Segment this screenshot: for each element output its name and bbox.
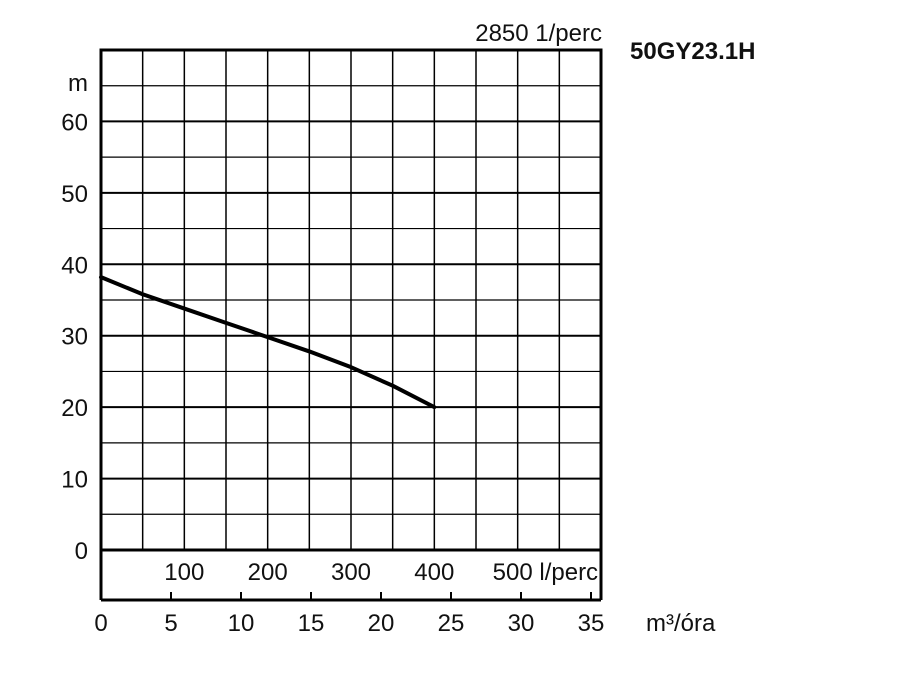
y-tick-label: 0 <box>75 538 88 565</box>
x-tick-labels-lperc: 100 200 300 400 500 l/perc <box>164 559 598 586</box>
x-tick-label-m3h: 10 <box>228 610 255 637</box>
x-axis-unit-label: m³/óra <box>646 610 716 637</box>
y-tick-label: 30 <box>61 324 88 351</box>
x-tick-label-lperc: 200 <box>248 559 288 586</box>
chart-frame <box>99 48 603 602</box>
y-axis-unit-label: m <box>68 70 88 97</box>
x-tick-labels-m3h: 0 5 10 15 20 25 30 35 <box>94 610 604 637</box>
chart-grid <box>101 50 601 550</box>
y-tick-labels: 0 10 20 30 40 50 60 <box>61 109 88 565</box>
y-tick-label: 40 <box>61 252 88 279</box>
x-tick-label-lperc: 400 <box>414 559 454 586</box>
y-tick-label: 20 <box>61 395 88 422</box>
x-tick-label-m3h: 15 <box>298 610 325 637</box>
x-tick-label-lperc: 300 <box>331 559 371 586</box>
plot-border <box>99 48 603 552</box>
x-tick-label-m3h: 20 <box>368 610 395 637</box>
pump-curve-line <box>99 275 437 410</box>
series-layer <box>99 275 437 410</box>
x-tick-label-lperc: 500 l/perc <box>493 559 598 586</box>
model-label: 50GY23.1H <box>630 38 755 65</box>
y-tick-label: 60 <box>61 109 88 136</box>
x-tick-label-m3h: 0 <box>94 610 107 637</box>
x-tick-label-m3h: 35 <box>578 610 605 637</box>
speed-label: 2850 1/perc <box>475 20 602 47</box>
y-tick-label: 50 <box>61 181 88 208</box>
x-tick-label-m3h: 30 <box>508 610 535 637</box>
x-tick-label-m3h: 25 <box>438 610 465 637</box>
y-tick-label: 10 <box>61 467 88 494</box>
x-tick-label-lperc: 100 <box>164 559 204 586</box>
chart-labels: 2850 1/perc 50GY23.1H m m³/óra <box>68 20 755 637</box>
x-tick-label-m3h: 5 <box>164 610 177 637</box>
